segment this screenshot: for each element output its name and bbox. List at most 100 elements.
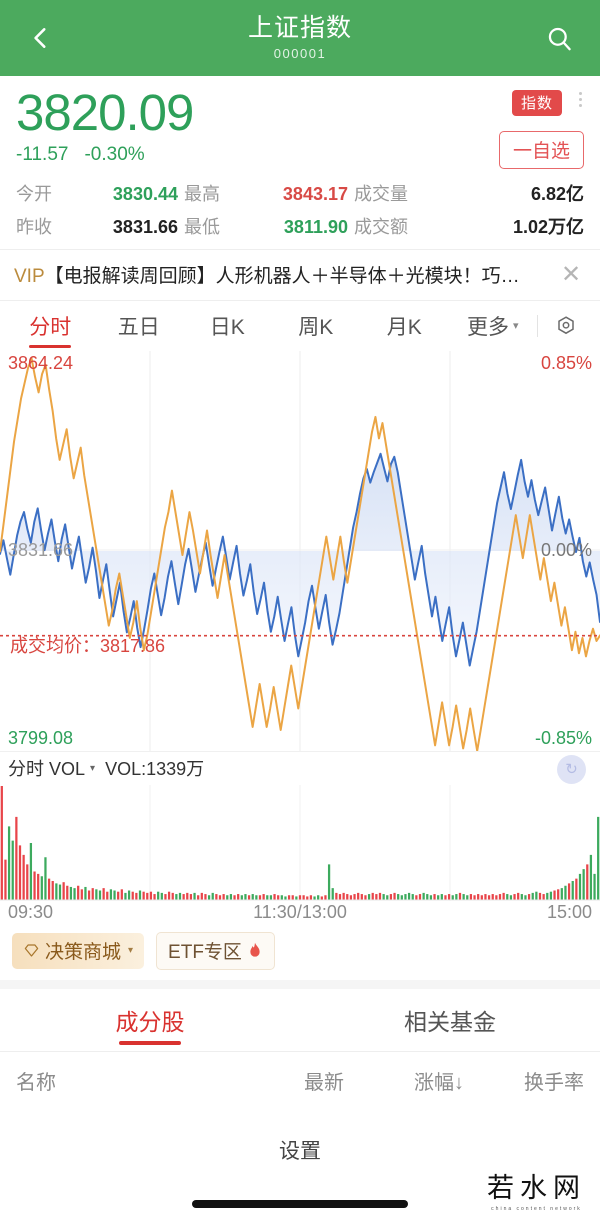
volume-bar [251, 893, 254, 900]
volume-bar [553, 890, 556, 900]
volume-bar [146, 892, 149, 900]
volume-bar [517, 892, 520, 900]
chevron-left-icon [34, 28, 46, 48]
time-tick-midday: 11:30/13:00 [253, 901, 347, 922]
watermark-cn: 若水网 [487, 1173, 586, 1203]
chart-settings-button[interactable] [538, 314, 594, 338]
tab-more-label: 更多 [466, 315, 509, 339]
volume-bar [26, 863, 29, 900]
back-button[interactable] [18, 15, 64, 61]
volume-bar [520, 893, 523, 900]
volume-bar [506, 893, 509, 900]
volume-chart[interactable] [0, 784, 600, 901]
volume-bar [211, 892, 214, 900]
tab-5day[interactable]: 五日 [117, 315, 160, 339]
volume-bar [178, 892, 182, 900]
volume-bar [404, 893, 407, 900]
tab-more[interactable]: 更多 ▾ [449, 301, 538, 351]
volume-value: 6.82亿 [530, 183, 584, 204]
quote-block: 3820.09 -11.57 -0.30% 指数 一自选 [0, 76, 600, 172]
volume-bar [429, 894, 433, 900]
vip-label: VIP [14, 266, 45, 288]
open-label: 今开 [16, 183, 52, 204]
volume-bar [378, 892, 382, 900]
tab-weekk[interactable]: 周K [298, 315, 334, 339]
volume-bar [407, 892, 411, 900]
high-value: 3843.17 [282, 183, 348, 204]
volume-bar [597, 816, 600, 900]
more-options-icon[interactable] [579, 92, 582, 107]
volume-bar [233, 894, 236, 900]
refresh-icon[interactable]: ↻ [557, 754, 586, 784]
tab-constituents[interactable]: 成分股 [0, 989, 300, 1051]
table-header-row: 名称 最新 涨幅↓ 换手率 [0, 1050, 600, 1109]
volume-bar [204, 893, 207, 900]
close-icon[interactable]: ✕ [560, 261, 582, 289]
volume-bar [357, 892, 360, 900]
volume-bar [47, 878, 51, 900]
volume-bar [33, 871, 36, 900]
volume-bar [538, 892, 542, 900]
volume-bar [397, 893, 400, 900]
tab-fenshi[interactable]: 分时 [6, 301, 95, 351]
col-turnover[interactable]: 换手率 [524, 1071, 584, 1094]
volume-bar [346, 893, 349, 900]
volume-mode-label[interactable]: 分时 VOL [8, 759, 86, 780]
tab-dayk[interactable]: 日K [209, 315, 245, 339]
volume-bar [69, 886, 73, 900]
change-row: -11.57 -0.30% [16, 144, 584, 166]
vip-banner[interactable]: VIP【电报解读周回顾】人形机器人＋半导体＋光模块！巧… ✕ [0, 248, 600, 301]
tab-related-funds[interactable]: 相关基金 [404, 1008, 496, 1035]
amount-label: 成交额 [354, 216, 408, 237]
vip-banner-headline: 【电报解读周回顾】人形机器人＋半导体＋光模块！巧… [44, 266, 520, 288]
intraday-chart[interactable]: 3864.24 0.85% 3831.66 0.00% 3799.08 -0.8… [0, 350, 600, 751]
volume-bar [444, 894, 447, 900]
volume-bar [77, 885, 80, 900]
search-icon [548, 27, 571, 50]
volume-bar [418, 893, 422, 900]
decision-mall-button[interactable]: 决策商城 ▾ [12, 932, 145, 969]
volume-bar [22, 854, 25, 900]
volume-bar [306, 895, 309, 900]
volume-bar [138, 890, 142, 900]
volume-bar [451, 894, 454, 900]
volume-bar [364, 894, 367, 900]
volume-bar [186, 892, 189, 900]
change-absolute: -11.57 [16, 143, 69, 165]
volume-bar [193, 892, 196, 900]
volume-bar [164, 893, 167, 900]
settings-button[interactable]: 设置 [279, 1139, 321, 1163]
volume-bar [37, 873, 40, 900]
volume-bar [469, 893, 473, 900]
col-latest[interactable]: 最新 [304, 1071, 344, 1094]
volume-bar [131, 891, 134, 900]
tab-monthk[interactable]: 月K [386, 315, 422, 339]
volume-bar [240, 894, 243, 900]
volume-bar [320, 895, 323, 900]
volume-bar [593, 873, 596, 900]
chart-series-average [0, 357, 600, 751]
volume-bar [160, 892, 163, 900]
volume-bar [502, 892, 505, 900]
volume-bar [258, 894, 262, 900]
volume-bar [287, 894, 291, 900]
search-button[interactable] [536, 15, 582, 61]
gear-icon [558, 315, 574, 334]
home-indicator [192, 1200, 408, 1208]
volume-bar [582, 868, 585, 900]
chevron-down-icon[interactable]: ▾ [90, 762, 96, 774]
volume-bar [564, 885, 567, 900]
etf-zone-button[interactable]: ETF专区 [156, 931, 275, 970]
app-header: 上证指数 000001 [0, 0, 600, 76]
volume-bar [327, 863, 331, 900]
volume-bar [95, 888, 98, 900]
volume-bar [342, 892, 345, 900]
low-value: 3811.90 [283, 216, 348, 237]
volume-bar [244, 893, 247, 900]
add-favorite-button[interactable]: 一自选 [498, 131, 584, 169]
volume-bar [302, 894, 305, 900]
volume-bar [127, 890, 131, 900]
volume-bar [182, 893, 185, 900]
col-change[interactable]: 涨幅↓ [414, 1071, 464, 1094]
volume-bar [124, 892, 127, 900]
